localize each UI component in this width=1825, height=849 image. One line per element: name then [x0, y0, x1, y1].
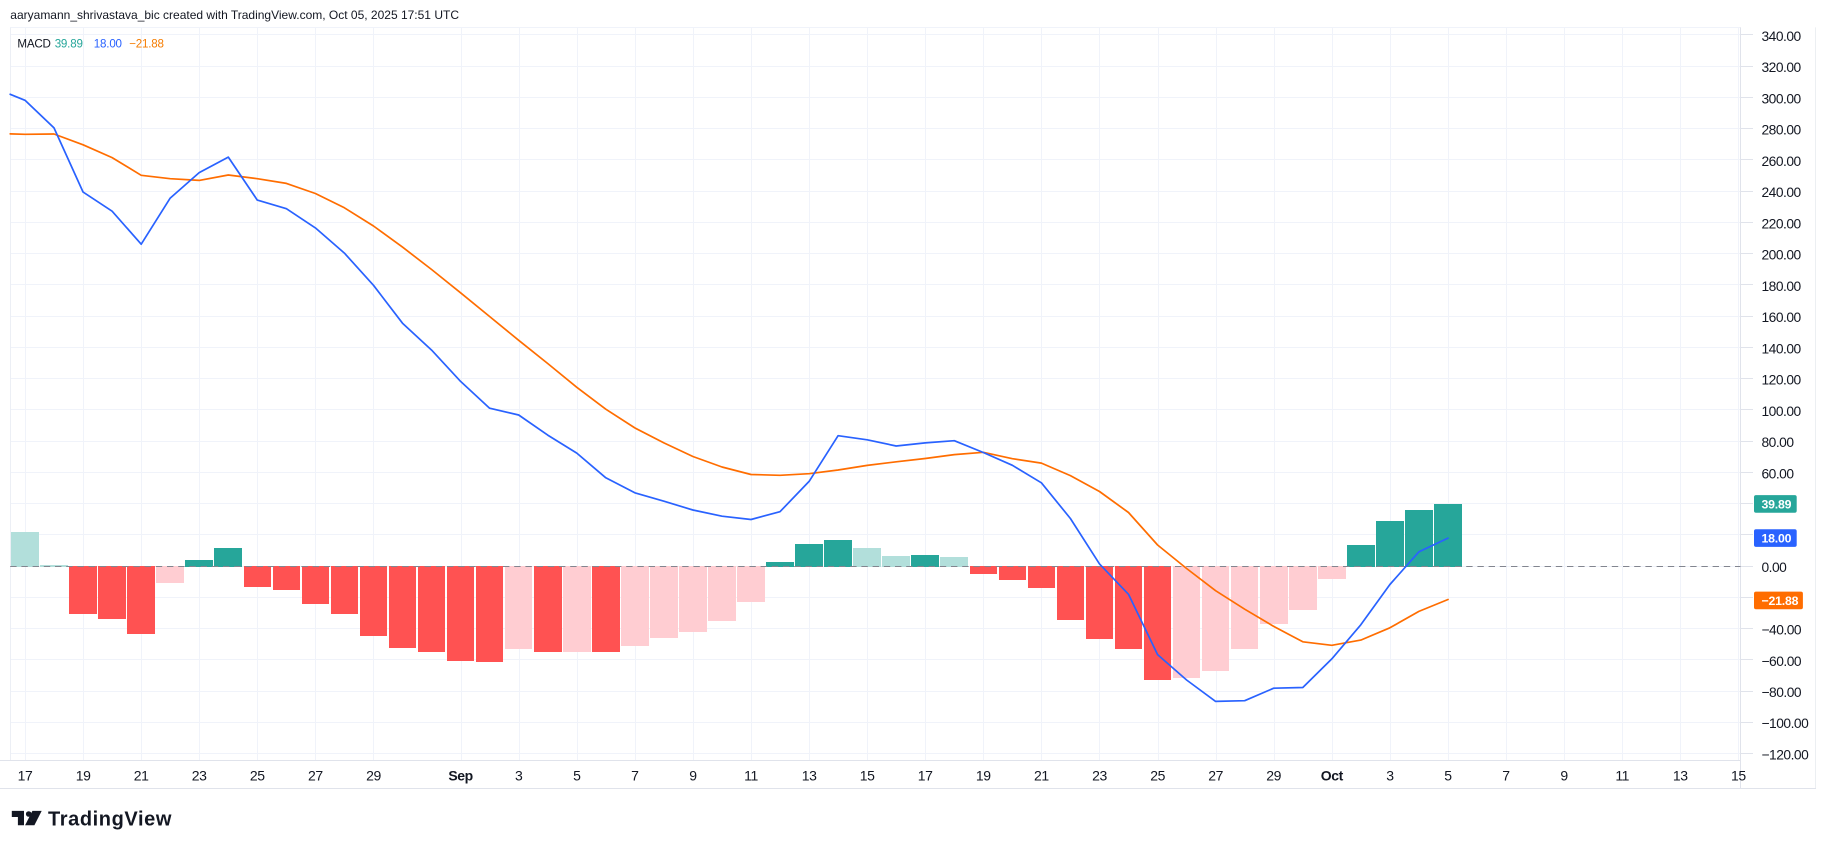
svg-text:7: 7	[631, 767, 639, 783]
svg-text:280.00: 280.00	[1762, 123, 1802, 138]
svg-text:23: 23	[1092, 767, 1107, 783]
svg-text:27: 27	[1208, 767, 1223, 783]
svg-text:11: 11	[744, 767, 758, 783]
svg-text:180.00: 180.00	[1762, 279, 1802, 294]
svg-text:MACD: MACD	[17, 37, 50, 50]
svg-text:−21.88: −21.88	[129, 37, 164, 50]
svg-text:3: 3	[515, 767, 523, 783]
svg-text:−60.00: −60.00	[1762, 654, 1802, 669]
svg-text:5: 5	[1444, 767, 1452, 783]
svg-text:240.00: 240.00	[1762, 185, 1802, 200]
svg-text:15: 15	[1731, 767, 1746, 783]
svg-text:9: 9	[689, 767, 697, 783]
svg-text:140.00: 140.00	[1762, 341, 1802, 356]
svg-text:15: 15	[860, 767, 875, 783]
svg-text:25: 25	[250, 767, 265, 783]
svg-text:TradingView: TradingView	[48, 808, 172, 830]
svg-text:29: 29	[1266, 767, 1281, 783]
svg-text:27: 27	[308, 767, 323, 783]
svg-text:160.00: 160.00	[1762, 310, 1802, 325]
svg-text:23: 23	[192, 767, 207, 783]
svg-text:13: 13	[1673, 767, 1688, 783]
svg-text:100.00: 100.00	[1762, 404, 1802, 419]
svg-text:300.00: 300.00	[1762, 91, 1802, 106]
svg-text:11: 11	[1615, 767, 1629, 783]
svg-text:13: 13	[802, 767, 817, 783]
svg-text:17: 17	[18, 767, 33, 783]
svg-text:60.00: 60.00	[1762, 466, 1795, 481]
svg-text:39.89: 39.89	[55, 37, 83, 50]
svg-text:Oct: Oct	[1321, 767, 1344, 783]
svg-text:9: 9	[1560, 767, 1568, 783]
svg-text:−120.00: −120.00	[1762, 748, 1810, 763]
svg-text:aaryamann_shrivastava_bic crea: aaryamann_shrivastava_bic created with T…	[10, 8, 459, 22]
svg-text:320.00: 320.00	[1762, 60, 1802, 75]
svg-text:−80.00: −80.00	[1762, 685, 1802, 700]
svg-text:−40.00: −40.00	[1762, 623, 1802, 638]
svg-text:120.00: 120.00	[1762, 373, 1802, 388]
svg-text:5: 5	[573, 767, 581, 783]
svg-text:19: 19	[976, 767, 991, 783]
svg-text:80.00: 80.00	[1762, 435, 1795, 450]
svg-text:260.00: 260.00	[1762, 154, 1802, 169]
svg-text:17: 17	[918, 767, 933, 783]
svg-text:29: 29	[366, 767, 381, 783]
svg-text:18.00: 18.00	[94, 37, 122, 50]
svg-text:0.00: 0.00	[1762, 560, 1788, 575]
svg-text:21: 21	[1034, 767, 1049, 783]
svg-text:−100.00: −100.00	[1762, 716, 1810, 731]
svg-text:200.00: 200.00	[1762, 248, 1802, 263]
svg-text:39.89: 39.89	[1762, 497, 1792, 511]
svg-text:Sep: Sep	[448, 767, 472, 783]
svg-text:21: 21	[134, 767, 149, 783]
svg-text:3: 3	[1386, 767, 1394, 783]
svg-text:25: 25	[1150, 767, 1165, 783]
svg-text:340.00: 340.00	[1762, 29, 1802, 44]
svg-text:19: 19	[76, 767, 91, 783]
svg-text:−21.88: −21.88	[1762, 594, 1799, 608]
svg-text:7: 7	[1502, 767, 1510, 783]
svg-text:220.00: 220.00	[1762, 216, 1802, 231]
svg-text:18.00: 18.00	[1762, 532, 1792, 546]
